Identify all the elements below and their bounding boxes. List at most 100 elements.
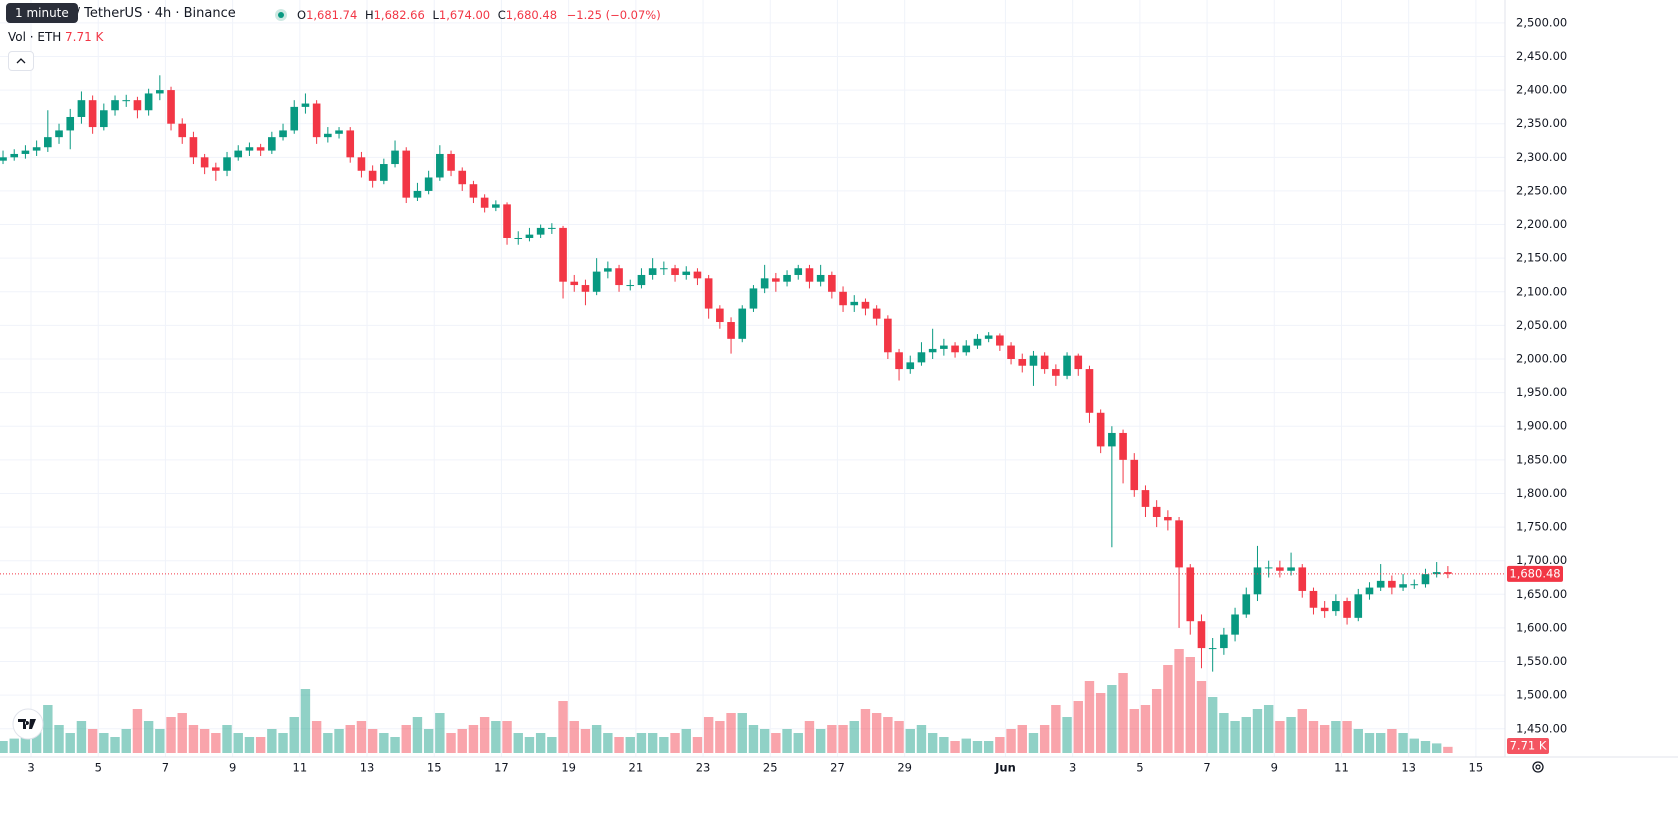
candle-body: [189, 137, 198, 158]
candle-body: [1018, 359, 1027, 366]
candle-body: [436, 153, 444, 178]
y-tick-label: 2,100.00: [1516, 284, 1567, 298]
volume-bar: [1364, 733, 1375, 753]
y-tick-label: 1,950.00: [1516, 385, 1567, 399]
candle-body: [592, 271, 601, 292]
candle-body: [1365, 587, 1374, 595]
volume-last-label: 7.71 K: [1510, 739, 1547, 753]
volume-bar: [1342, 721, 1352, 753]
candle-body: [1410, 584, 1419, 586]
volume-bar: [300, 689, 311, 753]
candle-body: [1320, 607, 1329, 612]
candle-body: [704, 278, 713, 309]
candle-body: [872, 308, 881, 319]
ohlc-value: 1,681.74: [306, 8, 358, 22]
volume-bar: [1185, 657, 1195, 753]
candle-body: [290, 106, 299, 131]
candle-body: [268, 137, 276, 151]
x-tick-label: 19: [561, 761, 576, 775]
volume-bar: [502, 721, 512, 753]
candle-body: [884, 318, 892, 353]
volume-bar: [748, 725, 759, 753]
candle-body: [559, 227, 567, 282]
volume-bar: [838, 725, 848, 753]
volume-bar: [871, 713, 882, 753]
x-tick-label: 17: [494, 761, 509, 775]
x-tick-label: 9: [1271, 761, 1278, 775]
volume-bar: [815, 729, 826, 753]
candle-body: [581, 285, 590, 292]
ohlc-value: 1,674.00: [438, 8, 491, 22]
candle-body: [492, 204, 500, 208]
candle-body: [55, 130, 63, 138]
x-tick-label: Jun: [994, 761, 1016, 775]
volume-bar: [894, 721, 904, 753]
candle-body: [1399, 584, 1407, 588]
candle-body: [794, 268, 803, 275]
candle-body: [828, 274, 836, 292]
volume-bar: [883, 717, 893, 753]
candle-body: [1208, 648, 1217, 650]
candle-body: [10, 153, 19, 158]
volume-bar: [166, 717, 176, 753]
volume-bar: [927, 733, 938, 753]
candle-body: [503, 204, 511, 238]
volume-bar: [43, 705, 53, 753]
volume-bar: [87, 729, 98, 753]
candle-body: [660, 268, 668, 270]
volume-bar: [849, 721, 859, 753]
volume-bar: [155, 729, 165, 753]
volume-bar: [1387, 729, 1397, 753]
volume-bar: [603, 733, 613, 753]
volume-bar: [524, 737, 535, 753]
volume-bar: [647, 733, 658, 753]
candle-body: [66, 116, 75, 131]
candle-body: [1141, 490, 1150, 507]
candle-body: [1108, 432, 1116, 447]
change: −1.25: [566, 8, 602, 22]
candle-body: [212, 167, 220, 171]
volume-bar: [995, 737, 1005, 753]
candle-body: [32, 147, 41, 151]
volume-bar: [759, 729, 770, 753]
volume-bar: [446, 733, 456, 753]
volume-bar: [435, 713, 445, 753]
candle-body: [402, 150, 411, 198]
settings-button[interactable]: [1532, 761, 1544, 773]
volume-bar: [479, 717, 490, 753]
volume-bar: [1196, 681, 1207, 753]
volume-bar: [1263, 705, 1274, 753]
volume-value: 7.71 K: [65, 30, 104, 44]
volume-bar: [1286, 717, 1296, 753]
ohlc-key: C: [497, 8, 506, 22]
volume-bar: [827, 725, 837, 753]
volume-bar: [110, 737, 120, 753]
volume-bar: [1241, 717, 1251, 753]
candle-body: [973, 338, 982, 346]
ohlc-row: O1,681.74 H1,682.66 L1,674.00 C1,680.48 …: [297, 8, 661, 22]
volume-bar: [961, 738, 971, 753]
volume-bar: [76, 721, 87, 753]
volume-bar: [771, 733, 781, 753]
collapse-button[interactable]: [8, 51, 34, 71]
volume-bar: [726, 713, 736, 753]
volume-bar: [513, 733, 523, 753]
candle-body: [1332, 601, 1340, 612]
candle-body: [156, 90, 164, 94]
x-tick-label: 11: [293, 761, 308, 775]
volume-bar: [793, 733, 803, 753]
candle-body: [1287, 567, 1295, 571]
volume-bar: [311, 721, 322, 753]
candle-body: [234, 150, 243, 158]
volume-bar: [211, 733, 221, 753]
volume-bar: [1409, 738, 1419, 753]
volume-bar: [143, 721, 154, 753]
volume-bar: [491, 721, 501, 753]
volume-bar: [860, 709, 871, 753]
candle-body: [962, 345, 971, 353]
candle-body: [469, 184, 478, 198]
candle-body: [480, 197, 489, 208]
volume-bar: [558, 701, 568, 753]
volume-bar: [1275, 721, 1285, 753]
